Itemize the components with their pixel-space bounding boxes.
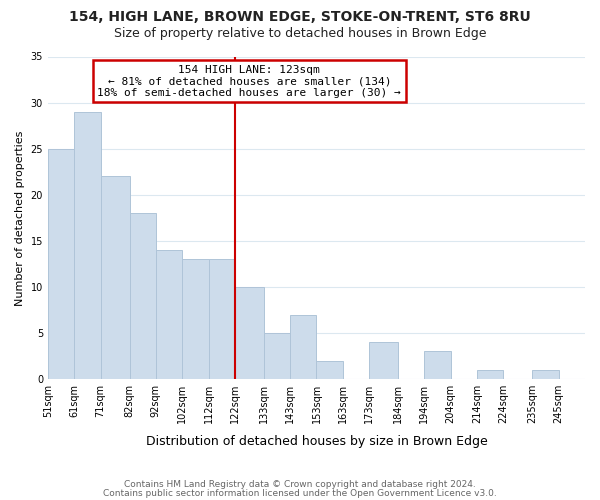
Bar xyxy=(264,333,290,379)
Bar xyxy=(48,148,74,379)
Bar xyxy=(424,352,451,379)
Text: Contains HM Land Registry data © Crown copyright and database right 2024.: Contains HM Land Registry data © Crown c… xyxy=(124,480,476,489)
Bar xyxy=(369,342,398,379)
Y-axis label: Number of detached properties: Number of detached properties xyxy=(15,130,25,306)
Bar xyxy=(101,176,130,379)
Bar xyxy=(532,370,559,379)
Bar xyxy=(235,287,264,379)
Bar xyxy=(130,213,156,379)
Bar xyxy=(182,260,209,379)
Text: 154, HIGH LANE, BROWN EDGE, STOKE-ON-TRENT, ST6 8RU: 154, HIGH LANE, BROWN EDGE, STOKE-ON-TRE… xyxy=(69,10,531,24)
Text: Size of property relative to detached houses in Brown Edge: Size of property relative to detached ho… xyxy=(114,28,486,40)
Bar xyxy=(209,260,235,379)
Bar xyxy=(74,112,101,379)
X-axis label: Distribution of detached houses by size in Brown Edge: Distribution of detached houses by size … xyxy=(146,434,487,448)
Text: 154 HIGH LANE: 123sqm
← 81% of detached houses are smaller (134)
18% of semi-det: 154 HIGH LANE: 123sqm ← 81% of detached … xyxy=(97,64,401,98)
Bar xyxy=(316,360,343,379)
Bar xyxy=(156,250,182,379)
Bar xyxy=(477,370,503,379)
Bar xyxy=(290,314,316,379)
Text: Contains public sector information licensed under the Open Government Licence v3: Contains public sector information licen… xyxy=(103,490,497,498)
